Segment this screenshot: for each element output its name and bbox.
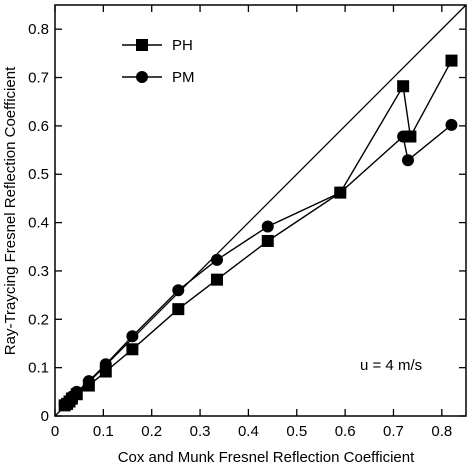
x-tick-label: 0 — [51, 423, 59, 440]
x-tick-label: 0.8 — [431, 423, 452, 440]
y-tick-label: 0 — [41, 408, 49, 425]
data-point-pm — [126, 330, 139, 343]
y-axis-title: Ray-Traycing Fresnel Reflection Coeffici… — [2, 66, 19, 355]
plot-frame-group — [54, 4, 467, 417]
data-point-pm — [210, 253, 223, 266]
x-tick-label: 0.6 — [335, 423, 356, 440]
data-point-pm — [82, 375, 95, 388]
legend-marker-square — [136, 39, 148, 51]
y-tick-label: 0.7 — [28, 70, 49, 87]
legend-item-pm: PM — [122, 69, 195, 86]
x-tick-label: 0.3 — [190, 423, 211, 440]
y-tick-label: 0.5 — [28, 166, 49, 183]
x-tick-label: 0.1 — [93, 423, 114, 440]
data-point-pm — [172, 284, 185, 297]
x-tick-label: 0.4 — [238, 423, 259, 440]
x-tick-label: 0.7 — [383, 423, 404, 440]
series-pm — [58, 118, 458, 411]
one-to-one-line — [54, 4, 467, 417]
data-point-pm — [397, 130, 410, 143]
legend-item-ph: PH — [122, 37, 193, 54]
series-group — [58, 54, 458, 412]
x-tick-label: 0.2 — [141, 423, 162, 440]
data-point-pm — [261, 220, 274, 233]
legend-label: PH — [172, 37, 193, 54]
legend-marker-circle — [136, 71, 148, 83]
legend: PH PM — [122, 37, 195, 86]
data-point-ph — [172, 303, 185, 316]
wind-speed-annotation: u = 4 m/s — [360, 357, 422, 374]
y-tick-label: 0.6 — [28, 118, 49, 135]
legend-label: PM — [172, 69, 195, 86]
data-point-pm — [334, 186, 347, 199]
data-point-ph — [397, 80, 410, 93]
data-point-pm — [70, 385, 83, 398]
y-tick-label: 0.2 — [28, 311, 49, 328]
y-tick-label: 0.8 — [28, 21, 49, 38]
data-point-ph — [261, 234, 274, 247]
data-point-ph — [210, 273, 223, 286]
data-point-pm — [445, 118, 458, 131]
ticks-group: 0 0.1 0.2 0.3 0.4 0.5 0.6 0.7 0.8 0 0.1 0.2 0.3 0.4 0.… — [28, 5, 466, 440]
y-tick-label: 0.4 — [28, 215, 49, 232]
reference-line-group — [54, 4, 467, 417]
x-tick-label: 0.5 — [286, 423, 307, 440]
x-axis-title: Cox and Munk Fresnel Reflection Coeffici… — [118, 449, 415, 466]
plot-frame — [54, 4, 467, 417]
y-tick-label: 0.1 — [28, 360, 49, 377]
data-point-ph — [445, 54, 458, 67]
data-point-ph — [126, 343, 139, 356]
data-point-pm — [99, 358, 112, 371]
y-tick-label: 0.3 — [28, 263, 49, 280]
data-point-pm — [401, 154, 414, 167]
